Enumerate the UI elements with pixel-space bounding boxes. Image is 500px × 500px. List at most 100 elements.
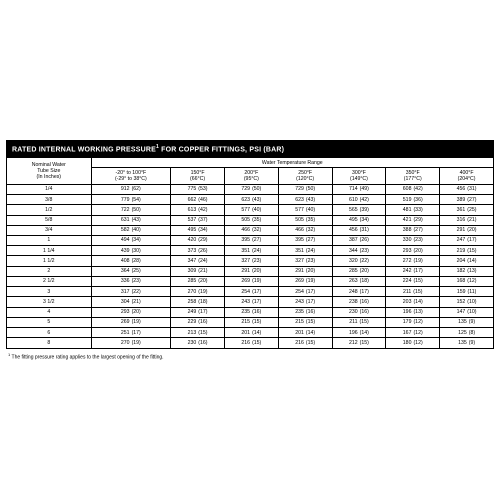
cell-value: 364(25) xyxy=(91,266,171,276)
cell-value: 235(16) xyxy=(224,307,278,317)
table-row: 4293(20)249(17)235(16)235(16)230(16)196(… xyxy=(7,307,494,317)
cell-value: 537(37) xyxy=(171,215,225,225)
cell-value: 216(15) xyxy=(278,338,332,348)
cell-value: 203(14) xyxy=(386,297,440,307)
cell-value: 249(17) xyxy=(171,307,225,317)
cell-value: 238(16) xyxy=(332,297,386,307)
cell-value: 258(18) xyxy=(171,297,225,307)
cell-value: 330(23) xyxy=(386,235,440,245)
cell-size: 5 xyxy=(7,317,92,327)
cell-value: 623(43) xyxy=(224,195,278,205)
table-row: 1/4912(62)775(53)729(50)729(50)714(49)60… xyxy=(7,184,494,194)
cell-value: 388(27) xyxy=(386,225,440,235)
cell-value: 215(15) xyxy=(278,317,332,327)
table-row: 3 1/2304(21)258(18)243(17)243(17)238(16)… xyxy=(7,297,494,307)
table-row: 2 1/2336(23)285(20)269(19)269(19)263(18)… xyxy=(7,276,494,286)
cell-size: 6 xyxy=(7,328,92,338)
cell-value: 495(34) xyxy=(171,225,225,235)
cell-value: 248(17) xyxy=(332,287,386,297)
cell-value: 159(11) xyxy=(440,287,494,297)
cell-value: 269(19) xyxy=(91,317,171,327)
cell-value: 263(18) xyxy=(332,276,386,286)
col-header-temp-2: 200°F(95°C) xyxy=(224,168,278,184)
col-header-temp-0: -20° to 100°F(-29° to 38°C) xyxy=(91,168,171,184)
cell-value: 387(26) xyxy=(332,235,386,245)
cell-value: 420(29) xyxy=(171,235,225,245)
table-container: { "title_html": "RATED INTERNAL WORKING … xyxy=(0,140,500,360)
cell-value: 662(46) xyxy=(171,195,225,205)
cell-value: 912(62) xyxy=(91,184,171,194)
cell-value: 243(17) xyxy=(278,297,332,307)
cell-size: 1 1/4 xyxy=(7,246,92,256)
table-body: 1/4912(62)775(53)729(50)729(50)714(49)60… xyxy=(7,184,494,348)
cell-value: 213(15) xyxy=(171,328,225,338)
col-header-temp-4: 300°F(149°C) xyxy=(332,168,386,184)
col-header-spanner: Water Temperature Range xyxy=(91,158,493,168)
cell-value: 351(24) xyxy=(278,246,332,256)
cell-value: 216(15) xyxy=(224,338,278,348)
cell-value: 270(19) xyxy=(171,287,225,297)
cell-value: 196(14) xyxy=(332,328,386,338)
cell-value: 623(43) xyxy=(278,195,332,205)
cell-value: 269(19) xyxy=(224,276,278,286)
cell-value: 309(21) xyxy=(171,266,225,276)
cell-value: 212(15) xyxy=(332,338,386,348)
cell-value: 230(16) xyxy=(171,338,225,348)
cell-value: 229(16) xyxy=(171,317,225,327)
cell-value: 242(17) xyxy=(386,266,440,276)
cell-value: 285(20) xyxy=(171,276,225,286)
cell-value: 291(20) xyxy=(224,266,278,276)
cell-value: 243(17) xyxy=(224,297,278,307)
cell-value: 211(15) xyxy=(332,317,386,327)
cell-value: 729(50) xyxy=(224,184,278,194)
cell-value: 254(17) xyxy=(278,287,332,297)
cell-value: 373(26) xyxy=(171,246,225,256)
cell-value: 272(19) xyxy=(386,256,440,266)
cell-value: 285(20) xyxy=(332,266,386,276)
cell-value: 421(29) xyxy=(386,215,440,225)
cell-value: 351(24) xyxy=(224,246,278,256)
cell-value: 577(40) xyxy=(224,205,278,215)
cell-value: 775(53) xyxy=(171,184,225,194)
cell-value: 495(34) xyxy=(332,215,386,225)
col-header-temp-6: 400°F(204°C) xyxy=(440,168,494,184)
table-row: 1/2722(50)613(42)577(40)577(40)565(39)48… xyxy=(7,205,494,215)
cell-size: 1/4 xyxy=(7,184,92,194)
cell-value: 316(21) xyxy=(440,215,494,225)
cell-value: 201(14) xyxy=(278,328,332,338)
cell-size: 1/2 xyxy=(7,205,92,215)
cell-value: 224(15) xyxy=(386,276,440,286)
cell-value: 347(24) xyxy=(171,256,225,266)
cell-value: 395(27) xyxy=(224,235,278,245)
table-row: 1 1/2408(28)347(24)327(23)327(23)320(22)… xyxy=(7,256,494,266)
cell-value: 481(33) xyxy=(386,205,440,215)
cell-value: 320(22) xyxy=(332,256,386,266)
cell-value: 293(20) xyxy=(91,307,171,317)
cell-value: 182(13) xyxy=(440,266,494,276)
cell-value: 505(35) xyxy=(224,215,278,225)
cell-value: 204(14) xyxy=(440,256,494,266)
cell-value: 327(23) xyxy=(278,256,332,266)
cell-value: 608(42) xyxy=(386,184,440,194)
cell-value: 519(36) xyxy=(386,195,440,205)
cell-value: 215(15) xyxy=(224,317,278,327)
cell-value: 219(15) xyxy=(440,246,494,256)
col-header-temp-5: 350°F(177°C) xyxy=(386,168,440,184)
cell-value: 125(8) xyxy=(440,328,494,338)
cell-value: 722(50) xyxy=(91,205,171,215)
cell-value: 389(27) xyxy=(440,195,494,205)
cell-value: 135(9) xyxy=(440,338,494,348)
cell-value: 408(28) xyxy=(91,256,171,266)
cell-value: 494(34) xyxy=(91,235,171,245)
cell-value: 317(22) xyxy=(91,287,171,297)
cell-value: 304(21) xyxy=(91,297,171,307)
cell-value: 466(32) xyxy=(224,225,278,235)
cell-size: 3 xyxy=(7,287,92,297)
table-row: 8270(19)230(16)216(15)216(15)212(15)180(… xyxy=(7,338,494,348)
cell-value: 631(43) xyxy=(91,215,171,225)
cell-value: 201(14) xyxy=(224,328,278,338)
cell-value: 466(32) xyxy=(278,225,332,235)
table-row: 1494(34)420(29)395(27)395(27)387(26)330(… xyxy=(7,235,494,245)
cell-size: 1 xyxy=(7,235,92,245)
col-header-temp-3: 250°F(120°C) xyxy=(278,168,332,184)
